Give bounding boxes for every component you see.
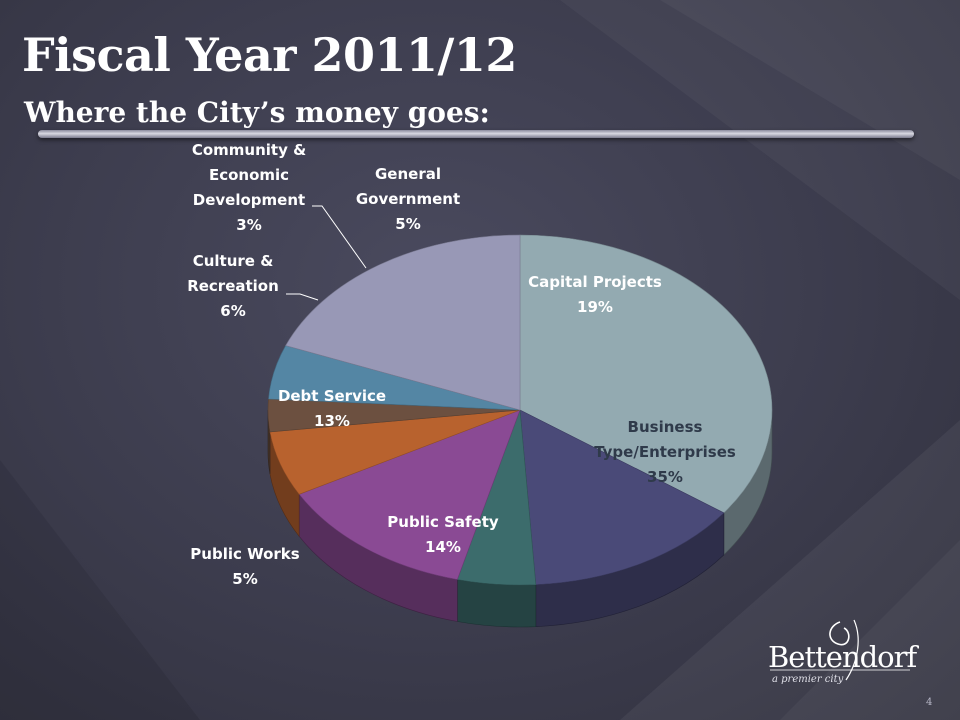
slice-label-culture-recreation: Culture & Recreation 6% bbox=[187, 252, 279, 320]
slice-label-public-safety: Public Safety 14% bbox=[387, 513, 499, 556]
pie-slice-debt-service bbox=[298, 409, 521, 580]
slice-label-general-government: General Government 5% bbox=[356, 165, 460, 233]
pie-slice-business-type-enterprises bbox=[519, 234, 773, 514]
leader-line-community-economic-development bbox=[312, 205, 367, 269]
logo-tagline: a premier city bbox=[772, 674, 844, 685]
leader-line-culture-recreation bbox=[286, 293, 319, 301]
slice-label-public-works: Public Works 5% bbox=[190, 545, 299, 588]
title-divider bbox=[38, 130, 914, 138]
logo-swirl-icon bbox=[770, 619, 910, 681]
logo-wordmark: Bettendorf bbox=[768, 640, 917, 674]
city-logo: Bettendorf a premier city bbox=[762, 618, 922, 688]
slice-label-debt-service: Debt Service 13% bbox=[278, 387, 386, 430]
slide-subtitle: Where the City’s money goes: bbox=[24, 96, 490, 129]
slice-label-community-economic-development: Community & Economic Development 3% bbox=[192, 141, 306, 234]
slide-title: Fiscal Year 2011/12 bbox=[22, 28, 517, 82]
page-number: 4 bbox=[926, 697, 933, 708]
pie-slice-public-safety bbox=[519, 409, 725, 585]
pie-side-public-works bbox=[457, 579, 537, 628]
pie-slice-capital-projects bbox=[285, 234, 521, 411]
slice-label-capital-projects: Capital Projects 19% bbox=[528, 273, 662, 316]
slice-label-business-type-enterprises: Business Type/Enterprises 35% bbox=[594, 418, 736, 486]
